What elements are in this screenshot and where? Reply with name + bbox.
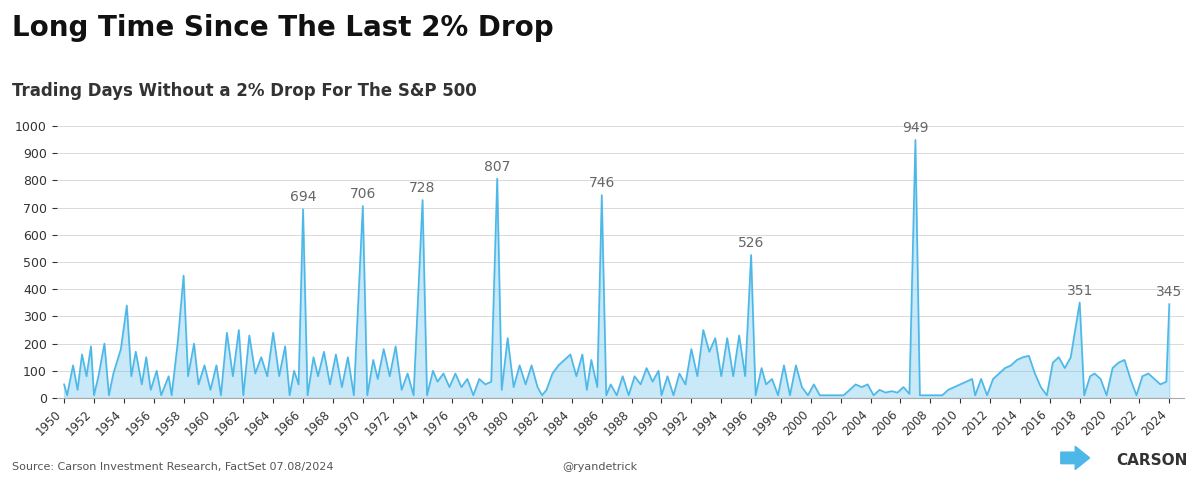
Text: Long Time Since The Last 2% Drop: Long Time Since The Last 2% Drop <box>12 14 553 42</box>
Text: @ryandetrick: @ryandetrick <box>563 462 637 472</box>
FancyArrow shape <box>1061 446 1090 469</box>
Text: 949: 949 <box>902 121 929 135</box>
Text: 728: 728 <box>409 181 436 195</box>
Text: 807: 807 <box>484 160 510 174</box>
Text: 345: 345 <box>1156 285 1182 299</box>
Text: 706: 706 <box>349 187 376 201</box>
Text: 351: 351 <box>1067 283 1093 297</box>
Text: CARSON: CARSON <box>1116 453 1187 468</box>
Text: Source: Carson Investment Research, FactSet 07.08/2024: Source: Carson Investment Research, Fact… <box>12 462 334 472</box>
Text: 526: 526 <box>738 236 764 250</box>
Text: 746: 746 <box>588 176 614 190</box>
Text: 694: 694 <box>289 190 317 204</box>
Text: Trading Days Without a 2% Drop For The S&P 500: Trading Days Without a 2% Drop For The S… <box>12 82 476 100</box>
